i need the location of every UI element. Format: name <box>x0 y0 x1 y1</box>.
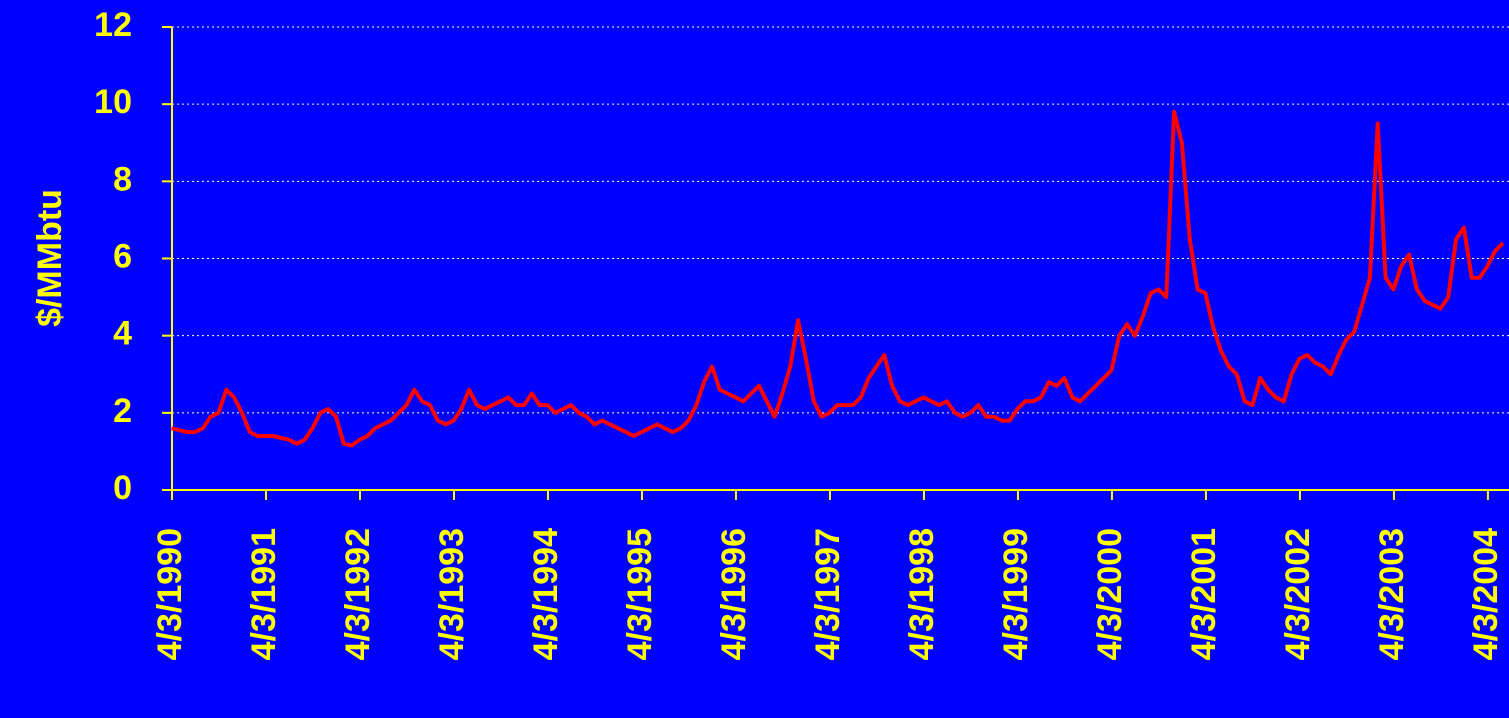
x-tick-label: 4/3/1990 <box>151 528 189 660</box>
x-tick-label: 4/3/1995 <box>621 528 659 660</box>
x-tick-label: 4/3/2003 <box>1373 528 1411 660</box>
y-tick-label: 6 <box>113 237 132 275</box>
x-tick-label: 4/3/1997 <box>809 528 847 660</box>
x-tick-label: 4/3/2000 <box>1091 528 1129 660</box>
y-tick-label: 0 <box>113 469 132 507</box>
x-tick-label: 4/3/2004 <box>1467 528 1505 660</box>
y-tick-label: 8 <box>113 160 132 198</box>
data-line <box>171 109 1505 448</box>
y-tick-label: 10 <box>94 83 132 121</box>
x-tick-label: 4/3/1992 <box>339 528 377 660</box>
x-tick-label: 4/3/1998 <box>903 528 941 660</box>
x-tick-label: 4/3/2002 <box>1279 528 1317 660</box>
x-tick-label: 4/3/1999 <box>997 528 1035 660</box>
x-tick-label: 4/3/1993 <box>433 528 471 660</box>
x-tick-label: 4/3/1996 <box>715 528 753 660</box>
y-axis-label: $/MMbtu <box>31 189 69 327</box>
y-tick-label: 4 <box>113 315 132 353</box>
x-tick-label: 4/3/1991 <box>245 528 283 660</box>
x-tick-label: 4/3/2001 <box>1185 528 1223 660</box>
y-tick-label: 2 <box>113 392 132 430</box>
y-tick-label: 12 <box>94 6 132 44</box>
x-tick-label: 4/3/1994 <box>527 528 565 660</box>
